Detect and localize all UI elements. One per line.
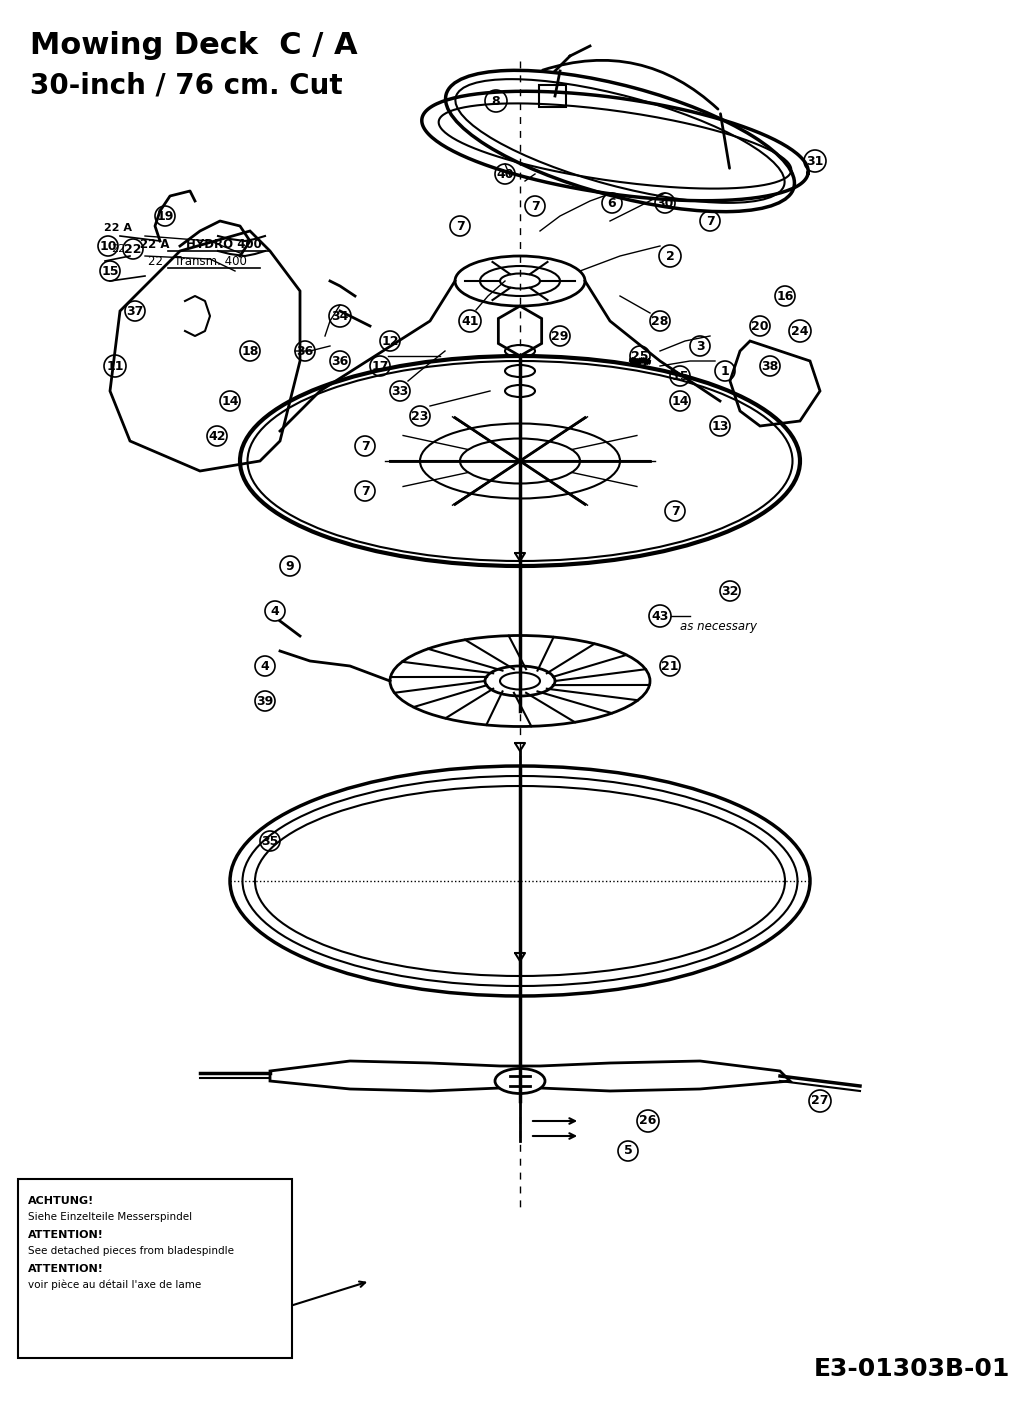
Text: 7: 7 bbox=[671, 505, 679, 518]
Ellipse shape bbox=[495, 1068, 545, 1094]
Text: 8: 8 bbox=[491, 95, 501, 107]
Text: See detached pieces from bladespindle: See detached pieces from bladespindle bbox=[28, 1246, 234, 1256]
Text: Siehe Einzelteile Messerspindel: Siehe Einzelteile Messerspindel bbox=[28, 1212, 192, 1222]
Text: 4: 4 bbox=[270, 604, 280, 618]
Text: 7: 7 bbox=[530, 199, 540, 213]
Text: ATTENTION!: ATTENTION! bbox=[28, 1264, 104, 1274]
Text: 31: 31 bbox=[806, 154, 824, 168]
Text: 7: 7 bbox=[360, 484, 369, 498]
Ellipse shape bbox=[485, 666, 555, 696]
Text: ACHTUNG!: ACHTUNG! bbox=[28, 1197, 94, 1206]
Text: 11: 11 bbox=[106, 360, 124, 373]
Text: 30: 30 bbox=[656, 196, 674, 209]
Text: 35: 35 bbox=[261, 834, 279, 848]
Text: 22 A    HYDRO 400: 22 A HYDRO 400 bbox=[140, 238, 262, 251]
Text: 25: 25 bbox=[632, 350, 649, 363]
Text: 10: 10 bbox=[99, 240, 117, 253]
Text: ATTENTION!: ATTENTION! bbox=[28, 1230, 104, 1240]
Text: 27: 27 bbox=[811, 1095, 829, 1108]
Text: 38: 38 bbox=[762, 360, 778, 373]
Text: 7: 7 bbox=[706, 214, 714, 227]
Text: 22 A: 22 A bbox=[104, 223, 132, 233]
Text: 32: 32 bbox=[721, 584, 739, 597]
Text: 9: 9 bbox=[286, 560, 294, 573]
Text: 7: 7 bbox=[455, 220, 464, 233]
Text: 6: 6 bbox=[608, 196, 616, 209]
Polygon shape bbox=[270, 1061, 791, 1091]
FancyBboxPatch shape bbox=[18, 1180, 292, 1357]
Text: as necessary: as necessary bbox=[680, 619, 757, 632]
Text: 22   Transm. 400: 22 Transm. 400 bbox=[148, 255, 247, 268]
Text: 7: 7 bbox=[360, 439, 369, 453]
Text: 24: 24 bbox=[792, 325, 809, 337]
Text: 13: 13 bbox=[711, 419, 729, 433]
Text: 22: 22 bbox=[110, 244, 125, 254]
Text: 14: 14 bbox=[221, 395, 238, 408]
Text: 22: 22 bbox=[124, 243, 141, 255]
Text: voir pièce au détail l'axe de lame: voir pièce au détail l'axe de lame bbox=[28, 1280, 201, 1291]
Text: 17: 17 bbox=[372, 360, 389, 373]
Text: 14: 14 bbox=[671, 395, 688, 408]
Text: 12: 12 bbox=[381, 334, 398, 347]
Text: 29: 29 bbox=[551, 330, 569, 343]
Text: 20: 20 bbox=[751, 319, 769, 333]
Text: 36: 36 bbox=[331, 354, 349, 367]
Text: 3: 3 bbox=[696, 340, 704, 353]
Text: 33: 33 bbox=[391, 385, 409, 398]
Text: 18: 18 bbox=[241, 344, 259, 357]
Text: 16: 16 bbox=[776, 289, 794, 302]
Text: 43: 43 bbox=[651, 610, 669, 622]
Text: 5: 5 bbox=[623, 1144, 633, 1157]
FancyBboxPatch shape bbox=[539, 85, 566, 107]
Text: 36: 36 bbox=[296, 344, 314, 357]
Text: 28: 28 bbox=[651, 315, 669, 327]
Text: 34: 34 bbox=[331, 309, 349, 323]
Text: 37: 37 bbox=[126, 305, 143, 317]
Text: 1: 1 bbox=[720, 364, 730, 378]
Text: 42: 42 bbox=[208, 429, 226, 443]
Text: E3-01303B-01: E3-01303B-01 bbox=[813, 1357, 1010, 1381]
Text: 2: 2 bbox=[666, 250, 674, 262]
Text: 39: 39 bbox=[256, 694, 273, 707]
Text: 26: 26 bbox=[639, 1115, 656, 1127]
Text: 19: 19 bbox=[156, 209, 173, 223]
Text: 23: 23 bbox=[412, 409, 428, 422]
Text: 40: 40 bbox=[496, 168, 514, 181]
Text: 4: 4 bbox=[261, 659, 269, 673]
Text: 15: 15 bbox=[671, 370, 688, 382]
Text: Mowing Deck  C / A: Mowing Deck C / A bbox=[30, 31, 358, 61]
Text: 30-inch / 76 cm. Cut: 30-inch / 76 cm. Cut bbox=[30, 71, 343, 99]
Text: 21: 21 bbox=[662, 659, 679, 673]
Text: 15: 15 bbox=[101, 264, 119, 278]
Text: 41: 41 bbox=[461, 315, 479, 327]
